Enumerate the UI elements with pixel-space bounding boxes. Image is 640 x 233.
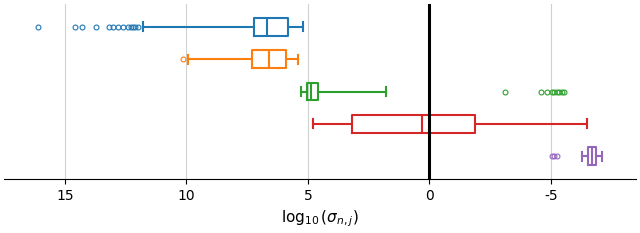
X-axis label: $\log_{10}(\sigma_{n,j})$: $\log_{10}(\sigma_{n,j})$ [281, 208, 359, 229]
